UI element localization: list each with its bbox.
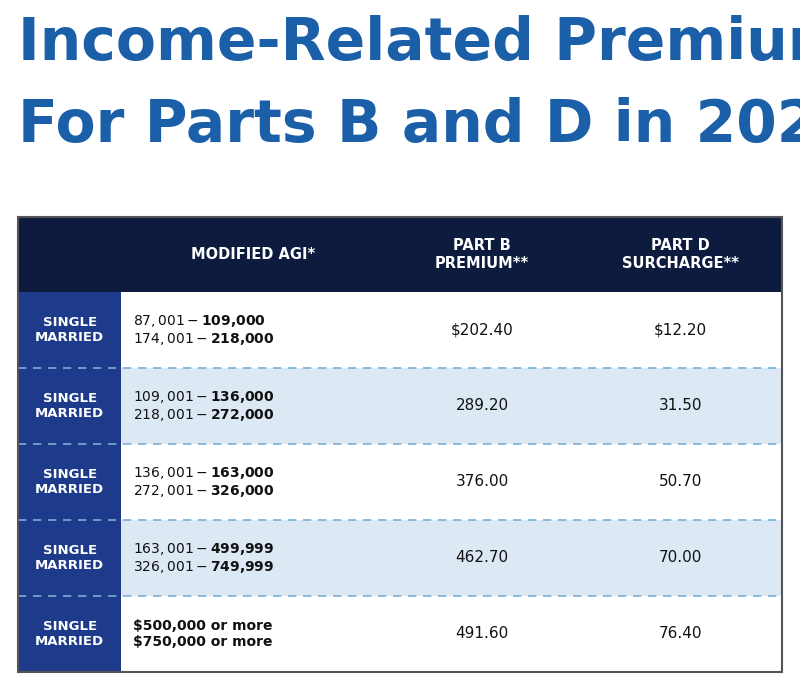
- Text: $163,001-$499,999
$326,001-$749,999: $163,001-$499,999 $326,001-$749,999: [133, 541, 274, 575]
- Bar: [121, 292, 782, 368]
- Text: 70.00: 70.00: [659, 550, 702, 565]
- Bar: [18, 217, 782, 292]
- Bar: [121, 368, 782, 444]
- Text: SINGLE
MARRIED: SINGLE MARRIED: [35, 620, 104, 648]
- Text: SINGLE
MARRIED: SINGLE MARRIED: [35, 544, 104, 572]
- Text: 50.70: 50.70: [659, 475, 702, 490]
- Bar: [18, 368, 121, 444]
- Text: $136,001-$163,000
$272,001-$326,000: $136,001-$163,000 $272,001-$326,000: [133, 465, 274, 499]
- Bar: [18, 292, 121, 368]
- Text: Income-Related Premiums: Income-Related Premiums: [18, 15, 800, 72]
- Text: MODIFIED AGI*: MODIFIED AGI*: [191, 247, 315, 262]
- Text: 376.00: 376.00: [455, 475, 509, 490]
- Text: 462.70: 462.70: [455, 550, 509, 565]
- Text: 76.40: 76.40: [659, 627, 702, 642]
- Text: SINGLE
MARRIED: SINGLE MARRIED: [35, 316, 104, 344]
- Text: 31.50: 31.50: [659, 398, 702, 414]
- Bar: [18, 596, 121, 672]
- Text: For Parts B and D in 2020: For Parts B and D in 2020: [18, 97, 800, 154]
- Text: 289.20: 289.20: [455, 398, 509, 414]
- Bar: [121, 596, 782, 672]
- Bar: [121, 520, 782, 596]
- Bar: [18, 217, 782, 672]
- Text: PART B
PREMIUM**: PART B PREMIUM**: [435, 238, 530, 271]
- Text: $87,001-$109,000
$174,001-$218,000: $87,001-$109,000 $174,001-$218,000: [133, 313, 274, 347]
- Bar: [121, 444, 782, 520]
- Text: PART D
SURCHARGE**: PART D SURCHARGE**: [622, 238, 739, 271]
- Text: $202.40: $202.40: [450, 322, 514, 337]
- Text: $12.20: $12.20: [654, 322, 707, 337]
- Text: SINGLE
MARRIED: SINGLE MARRIED: [35, 392, 104, 420]
- Text: $109,001-$136,000
$218,001-$272,000: $109,001-$136,000 $218,001-$272,000: [133, 389, 274, 423]
- Text: 491.60: 491.60: [455, 627, 509, 642]
- Bar: [18, 444, 121, 520]
- Text: $500,000 or more
$750,000 or more: $500,000 or more $750,000 or more: [133, 619, 273, 649]
- Bar: [18, 520, 121, 596]
- Text: SINGLE
MARRIED: SINGLE MARRIED: [35, 468, 104, 496]
